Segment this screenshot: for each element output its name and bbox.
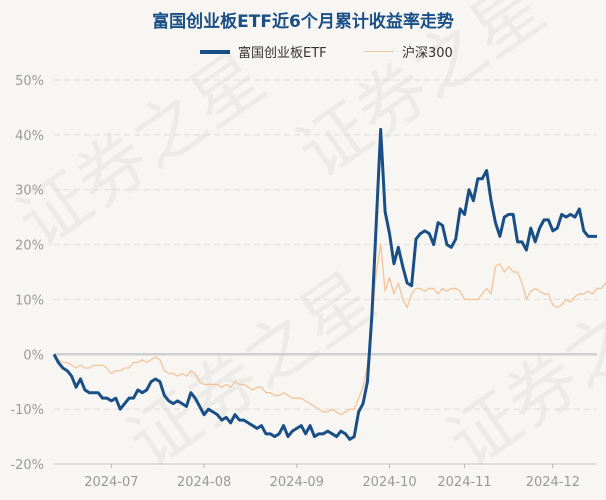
watermark-text: 证券之星 bbox=[283, 0, 559, 194]
y-tick-label: 20% bbox=[15, 239, 44, 254]
x-tick-label: 2024-12 bbox=[526, 475, 580, 490]
y-tick-label: 30% bbox=[15, 184, 44, 199]
legend-swatch-etf bbox=[200, 49, 230, 54]
series-line-etf bbox=[52, 127, 597, 441]
y-tick-label: 10% bbox=[15, 293, 44, 308]
x-tick-label: 2024-08 bbox=[177, 475, 231, 490]
y-tick-label: 40% bbox=[15, 129, 44, 144]
legend-item-hs300: 沪深300 bbox=[364, 42, 453, 61]
legend-item-etf: 富国创业板ETF bbox=[200, 42, 327, 61]
series-line-hs300 bbox=[53, 243, 606, 416]
watermark-text: 证券之星 bbox=[113, 256, 389, 484]
y-tick-label: -10% bbox=[10, 403, 44, 418]
y-tick-label: 0% bbox=[23, 348, 44, 363]
x-tick-label: 2024-09 bbox=[270, 475, 324, 490]
legend: 富国创业板ETF 沪深300 bbox=[0, 42, 606, 62]
legend-label-hs300: 沪深300 bbox=[402, 46, 453, 61]
x-tick-label: 2024-11 bbox=[437, 475, 491, 490]
legend-swatch-hs300 bbox=[364, 51, 394, 52]
watermark-text: 证券之星 bbox=[3, 36, 279, 264]
chart-title: 富国创业板ETF近6个月累计收益率走势 bbox=[152, 12, 454, 32]
legend-label-etf: 富国创业板ETF bbox=[238, 46, 327, 61]
y-tick-label: -20% bbox=[10, 458, 44, 473]
x-tick-label: 2024-07 bbox=[84, 475, 138, 490]
y-tick-label: 50% bbox=[15, 74, 44, 89]
x-tick-label: 2024-10 bbox=[362, 475, 416, 490]
